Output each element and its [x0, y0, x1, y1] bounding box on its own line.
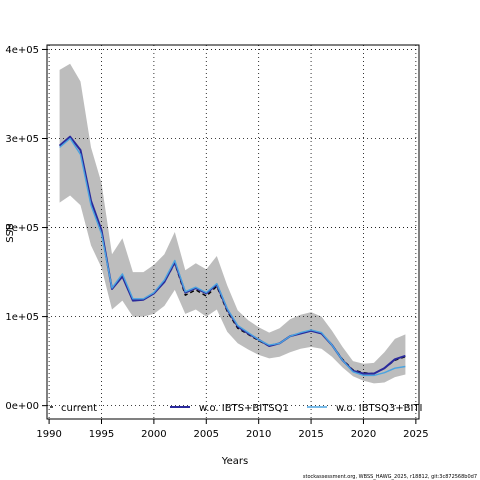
plot-area [47, 45, 419, 419]
x-tick-label: 1995 [89, 429, 114, 440]
confidence-band [59, 63, 406, 384]
footer-note: stockassessment.org, WBSS_HAWG_2025, r18… [303, 474, 477, 480]
x-tick-label: 2020 [351, 429, 376, 440]
x-tick-label: 2005 [194, 429, 219, 440]
legend: current w.o. IBTS+BITSQ1 w.o. IBTSQ3+BITI [50, 403, 422, 414]
y-tick-label: 0e+00 [5, 401, 39, 412]
x-tick-label: 1990 [36, 429, 61, 440]
legend-label: current [61, 403, 97, 414]
y-tick-label: 3e+05 [5, 134, 39, 145]
x-tick-label: 2015 [298, 429, 323, 440]
series-line-w-o-ibtsq3-biti [59, 137, 406, 377]
x-tick-label: 2010 [246, 429, 271, 440]
x-tick-label: 2000 [141, 429, 166, 440]
y-tick-label: 4e+05 [5, 45, 39, 56]
y-tick-label: 2e+05 [5, 223, 39, 234]
x-tick-label: 2025 [403, 429, 428, 440]
y-axis-title: SSB [5, 223, 16, 243]
y-tick-label: 1e+05 [5, 312, 39, 323]
x-axis-title: Years [221, 456, 248, 467]
legend-label: w.o. IBTS+BITSQ1 [199, 403, 289, 414]
plot-frame [46, 44, 420, 420]
legend-label: w.o. IBTSQ3+BITI [336, 403, 422, 414]
axes: 1990 1995 2000 2005 2010 2015 2020 2025 0e+00 1e+… [5, 44, 429, 440]
